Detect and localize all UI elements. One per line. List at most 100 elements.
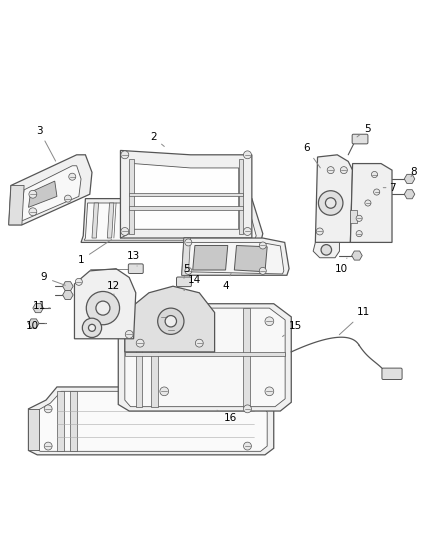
- FancyBboxPatch shape: [382, 368, 402, 379]
- Polygon shape: [81, 199, 263, 243]
- Polygon shape: [70, 391, 77, 451]
- Polygon shape: [20, 166, 81, 221]
- Polygon shape: [352, 251, 362, 260]
- Circle shape: [327, 167, 334, 174]
- Circle shape: [29, 190, 37, 198]
- Circle shape: [244, 442, 251, 450]
- Circle shape: [82, 318, 102, 337]
- Circle shape: [244, 151, 251, 159]
- Text: 6: 6: [303, 143, 320, 168]
- Polygon shape: [57, 391, 64, 451]
- Polygon shape: [28, 319, 39, 328]
- Polygon shape: [182, 238, 289, 275]
- Polygon shape: [404, 190, 415, 199]
- Text: 5: 5: [357, 124, 371, 137]
- Circle shape: [185, 268, 192, 274]
- Circle shape: [195, 339, 203, 347]
- FancyBboxPatch shape: [128, 264, 143, 273]
- Polygon shape: [193, 246, 228, 270]
- Polygon shape: [120, 150, 252, 238]
- Circle shape: [244, 228, 251, 236]
- Polygon shape: [125, 352, 285, 356]
- Circle shape: [265, 317, 274, 326]
- Polygon shape: [74, 269, 136, 339]
- Circle shape: [259, 268, 266, 274]
- Circle shape: [44, 442, 52, 450]
- Circle shape: [318, 191, 343, 215]
- Circle shape: [340, 167, 347, 174]
- Circle shape: [259, 242, 266, 249]
- Polygon shape: [35, 391, 267, 451]
- FancyBboxPatch shape: [352, 134, 368, 144]
- Text: 12: 12: [107, 281, 120, 295]
- Circle shape: [158, 308, 184, 334]
- Text: 15: 15: [283, 321, 302, 336]
- Polygon shape: [151, 308, 158, 407]
- Circle shape: [185, 239, 192, 246]
- Polygon shape: [134, 164, 239, 229]
- Polygon shape: [63, 281, 73, 291]
- Polygon shape: [186, 243, 284, 274]
- Polygon shape: [404, 174, 415, 183]
- Circle shape: [136, 339, 144, 347]
- Circle shape: [316, 228, 323, 235]
- Text: 1: 1: [78, 239, 112, 265]
- Polygon shape: [9, 155, 92, 225]
- Polygon shape: [182, 238, 191, 275]
- Text: 13: 13: [127, 251, 140, 266]
- Text: 3: 3: [36, 126, 56, 161]
- Polygon shape: [63, 290, 73, 300]
- Circle shape: [125, 330, 133, 338]
- Circle shape: [88, 324, 95, 332]
- Text: 10: 10: [26, 321, 46, 330]
- Polygon shape: [313, 243, 339, 258]
- Polygon shape: [129, 193, 243, 197]
- Polygon shape: [28, 181, 57, 207]
- Polygon shape: [350, 209, 357, 223]
- Polygon shape: [129, 159, 134, 233]
- Text: 11: 11: [339, 308, 370, 335]
- Circle shape: [365, 200, 371, 206]
- Circle shape: [356, 215, 362, 221]
- Circle shape: [321, 245, 332, 255]
- Circle shape: [160, 387, 169, 395]
- Polygon shape: [118, 304, 291, 411]
- Polygon shape: [125, 308, 285, 407]
- Polygon shape: [315, 155, 353, 243]
- FancyBboxPatch shape: [177, 277, 191, 287]
- Polygon shape: [129, 206, 243, 209]
- Polygon shape: [350, 164, 392, 243]
- Circle shape: [374, 189, 380, 195]
- Polygon shape: [136, 308, 142, 407]
- Polygon shape: [28, 409, 39, 450]
- Polygon shape: [28, 387, 274, 455]
- Circle shape: [86, 292, 120, 325]
- Polygon shape: [84, 203, 256, 240]
- Text: 4: 4: [222, 273, 231, 291]
- Polygon shape: [9, 185, 24, 225]
- Polygon shape: [33, 304, 43, 313]
- Text: 14: 14: [184, 274, 201, 290]
- Polygon shape: [92, 203, 99, 238]
- Circle shape: [325, 198, 336, 208]
- Circle shape: [356, 231, 362, 237]
- Polygon shape: [239, 159, 243, 233]
- Circle shape: [96, 301, 110, 315]
- Text: 8: 8: [410, 167, 417, 177]
- Polygon shape: [243, 308, 250, 407]
- Circle shape: [244, 405, 251, 413]
- Circle shape: [371, 172, 378, 177]
- Text: 2: 2: [150, 132, 164, 147]
- Text: 5: 5: [183, 264, 190, 278]
- Text: 7: 7: [383, 183, 396, 192]
- Text: 10: 10: [335, 258, 348, 273]
- Circle shape: [75, 278, 82, 285]
- Circle shape: [165, 316, 177, 327]
- Polygon shape: [125, 286, 215, 352]
- Polygon shape: [107, 203, 114, 238]
- Circle shape: [160, 312, 169, 321]
- Circle shape: [29, 208, 37, 216]
- Circle shape: [167, 326, 175, 334]
- Circle shape: [64, 195, 71, 202]
- Text: 9: 9: [40, 272, 65, 285]
